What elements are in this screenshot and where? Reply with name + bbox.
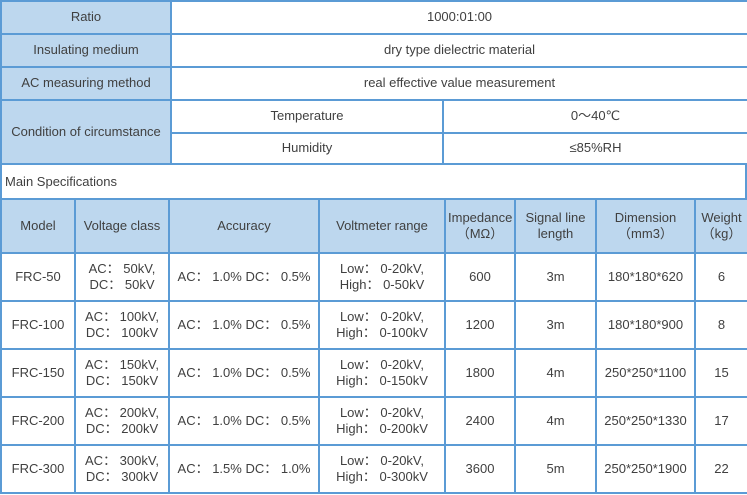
cell-model: FRC-300 [0,444,76,494]
cell-dimension: 250*250*1100 [595,348,696,398]
spec-row-frc-50: FRC-50 AC： 50kV, DC： 50kV AC： 1.0% DC： 0… [0,252,747,302]
ac-measuring-method-row: AC measuring method real effective value… [0,66,747,101]
cell-dimension: 180*180*620 [595,252,696,302]
spec-row-frc-150: FRC-150 AC： 150kV, DC： 150kV AC： 1.0% DC… [0,348,747,398]
header-model: Model [0,198,76,254]
insulating-medium-value: dry type dielectric material [169,33,747,68]
header-accuracy: Accuracy [168,198,320,254]
cell-accuracy: AC： 1.0% DC： 0.5% [168,300,320,350]
insulating-medium-row: Insulating medium dry type dielectric ma… [0,33,747,68]
cell-voltage-class: AC： 100kV, DC： 100kV [74,300,170,350]
cell-accuracy: AC： 1.0% DC： 0.5% [168,348,320,398]
cell-signal-line-length: 5m [514,444,597,494]
ratio-row: Ratio 1000:01:00 [0,0,747,35]
ac-measuring-method-value: real effective value measurement [169,66,747,101]
cell-model: FRC-50 [0,252,76,302]
cell-impedance: 1800 [444,348,516,398]
cell-voltmeter-range: Low： 0-20kV, High： 0-300kV [318,444,446,494]
header-voltage-class: Voltage class [74,198,170,254]
temperature-row: Condition of circumstance Temperature 0～… [0,99,747,165]
cell-impedance: 3600 [444,444,516,494]
cell-dimension: 250*250*1330 [595,396,696,446]
humidity-label: Humidity [170,132,444,165]
cell-model: FRC-100 [0,300,76,350]
cell-weight: 15 [694,348,747,398]
ac-measuring-method-label: AC measuring method [0,66,172,101]
header-impedance: Impedance （MΩ） [444,198,516,254]
cell-model: FRC-150 [0,348,76,398]
temperature-label: Temperature [170,99,444,134]
condition-of-circumstance-label: Condition of circumstance [0,99,172,165]
cell-signal-line-length: 4m [514,396,597,446]
cell-weight: 22 [694,444,747,494]
spec-header-row: Model Voltage class Accuracy Voltmeter r… [0,198,747,254]
spec-row-frc-200: FRC-200 AC： 200kV, DC： 200kV AC： 1.0% DC… [0,396,747,446]
cell-impedance: 2400 [444,396,516,446]
header-weight: Weight （kg） [694,198,747,254]
humidity-value: ≤85%RH [441,132,747,165]
cell-model: FRC-200 [0,396,76,446]
cell-voltmeter-range: Low： 0-20kV, High： 0-150kV [318,348,446,398]
cell-voltmeter-range: Low： 0-20kV, High： 0-100kV [318,300,446,350]
cell-accuracy: AC： 1.5% DC： 1.0% [168,444,320,494]
ratio-label: Ratio [0,0,172,35]
cell-impedance: 1200 [444,300,516,350]
cell-signal-line-length: 3m [514,300,597,350]
temperature-value: 0～40℃ [441,99,747,134]
cell-dimension: 180*180*900 [595,300,696,350]
cell-voltage-class: AC： 50kV, DC： 50kV [74,252,170,302]
header-signal-line-length: Signal line length [514,198,597,254]
cell-weight: 8 [694,300,747,350]
header-dimension: Dimension （mm3） [595,198,696,254]
cell-voltmeter-range: Low： 0-20kV, High： 0-200kV [318,396,446,446]
cell-signal-line-length: 4m [514,348,597,398]
cell-voltage-class: AC： 150kV, DC： 150kV [74,348,170,398]
ratio-value: 1000:01:00 [169,0,747,35]
header-voltmeter-range: Voltmeter range [318,198,446,254]
cell-accuracy: AC： 1.0% DC： 0.5% [168,252,320,302]
spec-row-frc-100: FRC-100 AC： 100kV, DC： 100kV AC： 1.0% DC… [0,300,747,350]
cell-voltage-class: AC： 300kV, DC： 300kV [74,444,170,494]
insulating-medium-label: Insulating medium [0,33,172,68]
general-info-table: Ratio 1000:01:00 Insulating medium dry t… [0,0,747,165]
cell-impedance: 600 [444,252,516,302]
section-title: Main Specifications [0,165,747,198]
cell-weight: 6 [694,252,747,302]
cell-voltmeter-range: Low： 0-20kV, High： 0-50kV [318,252,446,302]
cell-weight: 17 [694,396,747,446]
cell-accuracy: AC： 1.0% DC： 0.5% [168,396,320,446]
spec-row-frc-300: FRC-300 AC： 300kV, DC： 300kV AC： 1.5% DC… [0,444,747,494]
main-specifications-table: Model Voltage class Accuracy Voltmeter r… [0,198,747,494]
cell-signal-line-length: 3m [514,252,597,302]
cell-voltage-class: AC： 200kV, DC： 200kV [74,396,170,446]
cell-dimension: 250*250*1900 [595,444,696,494]
